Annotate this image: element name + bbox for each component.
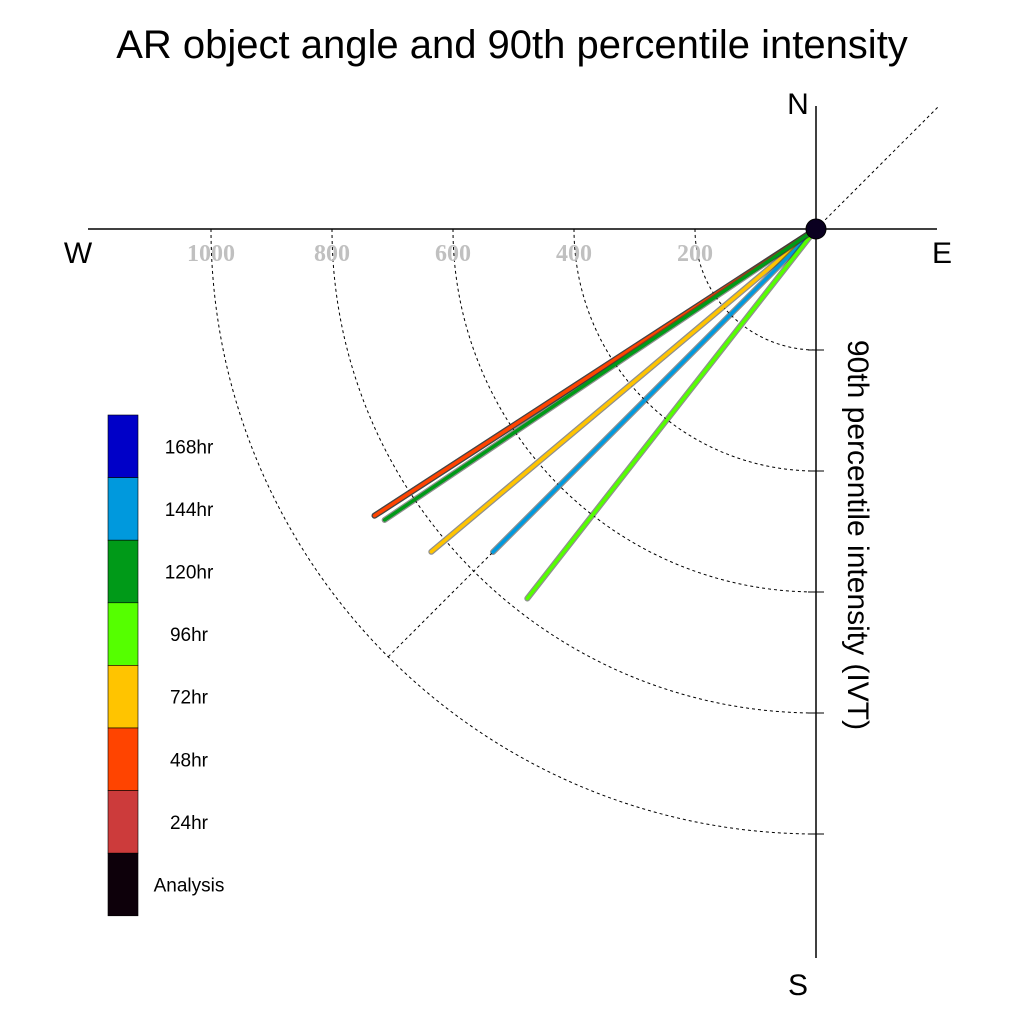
tick-label: 800 [314, 241, 350, 267]
compass-west-label: W [64, 237, 93, 270]
vector-72hr [428, 226, 819, 555]
intensity-vectors [371, 226, 819, 602]
legend-swatch [107, 602, 139, 666]
legend-swatch [107, 727, 139, 791]
legend-label: 72hr [170, 688, 209, 709]
legend-label: 48hr [170, 750, 209, 771]
legend-label: 168hr [165, 437, 214, 458]
compass-east-label: E [932, 237, 952, 270]
tick-label: 600 [435, 241, 471, 267]
legend-label: 96hr [170, 625, 209, 646]
grid-arc [573, 228, 817, 472]
radial-tick-labels: 200 400 600 800 1000 [187, 241, 713, 267]
legend-swatch [107, 790, 139, 854]
legend-label: 120hr [165, 563, 214, 584]
compass-south-label: S [788, 969, 808, 1002]
y-axis-label: 90th percentile intensity (IVT) [841, 340, 874, 730]
legend-label: Analysis [154, 876, 225, 897]
legend-swatch [107, 539, 139, 604]
tick-label: 1000 [187, 241, 235, 267]
legend-swatch [107, 852, 139, 917]
vector-120hr [381, 226, 819, 523]
legend: 168hr 144hr 120hr 96hr 72hr 48hr 24hr Analysis [107, 414, 225, 917]
grid-arc [694, 228, 817, 351]
legend-swatch [107, 477, 139, 541]
tick-label: 400 [556, 241, 592, 267]
legend-label: 144hr [165, 500, 214, 521]
compass-north-label: N [787, 88, 809, 121]
legend-label: 24hr [170, 813, 209, 834]
origin-marker [805, 218, 827, 240]
legend-swatch [107, 414, 139, 478]
vector-96hr [524, 226, 819, 602]
chart-title: AR object angle and 90th percentile inte… [116, 23, 908, 67]
vector-144hr [490, 226, 819, 555]
tick-label: 200 [677, 241, 713, 267]
compass-axes [88, 106, 937, 958]
legend-swatch [107, 665, 139, 729]
